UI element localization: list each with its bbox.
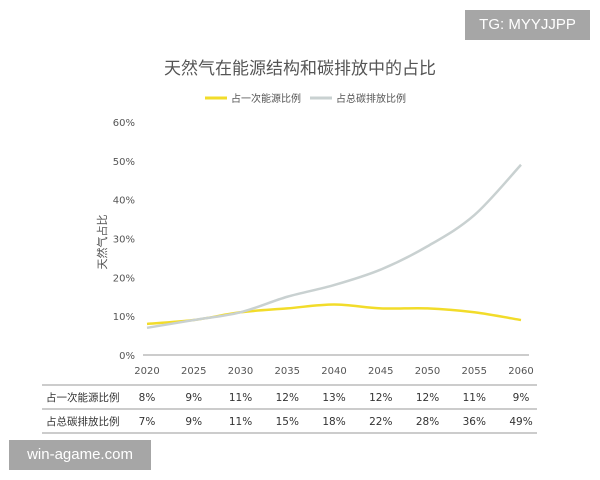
y-tick-label: 40% xyxy=(113,196,135,207)
table-cell: 49% xyxy=(509,416,532,428)
y-tick-label: 10% xyxy=(113,312,135,323)
table-cell: 9% xyxy=(513,392,530,404)
series-line-1 xyxy=(146,163,522,330)
table-cell: 12% xyxy=(416,392,439,404)
x-tick-label: 2035 xyxy=(275,366,300,377)
table-cell: 8% xyxy=(139,392,156,404)
legend-label: 占总碳排放比例 xyxy=(336,92,406,105)
table-cell: 15% xyxy=(276,416,299,428)
table-cell: 28% xyxy=(416,416,439,428)
table-cell: 13% xyxy=(322,392,345,404)
x-tick-label: 2060 xyxy=(508,366,533,377)
legend: 占一次能源比例 占总碳排放比例 xyxy=(205,92,406,105)
y-tick-label: 20% xyxy=(113,273,135,284)
x-tick-label: 2020 xyxy=(134,366,159,377)
table-cell: 12% xyxy=(276,392,299,404)
y-tick-label: 50% xyxy=(113,157,135,168)
watermark-bottom: win-agame.com xyxy=(9,440,151,470)
x-tick-label: 2040 xyxy=(321,366,346,377)
x-tick-label: 2030 xyxy=(228,366,253,377)
x-tick-label: 2055 xyxy=(462,366,487,377)
table-cell: 11% xyxy=(229,392,252,404)
table-cell: 12% xyxy=(369,392,392,404)
x-tick-label: 2050 xyxy=(415,366,440,377)
y-tick-label: 0% xyxy=(119,351,135,362)
legend-label: 占一次能源比例 xyxy=(231,92,301,105)
table-cell: 9% xyxy=(185,416,202,428)
table-cell: 9% xyxy=(185,392,202,404)
table-row-label: 占总碳排放比例 xyxy=(46,415,120,428)
watermark-top: TG: MYYJJPP xyxy=(465,10,590,40)
y-axis-label: 天然气占比 xyxy=(95,215,109,270)
x-tick-label: 2025 xyxy=(181,366,206,377)
table-cell: 36% xyxy=(463,416,486,428)
table-cell: 11% xyxy=(229,416,252,428)
table-row-label: 占一次能源比例 xyxy=(46,391,120,404)
table-cell: 22% xyxy=(369,416,392,428)
table-cell: 7% xyxy=(139,416,156,428)
series-line-0 xyxy=(146,303,522,326)
table-cell: 18% xyxy=(322,416,345,428)
y-tick-label: 60% xyxy=(113,118,135,129)
x-tick-label: 2045 xyxy=(368,366,393,377)
y-tick-label: 30% xyxy=(113,235,135,246)
chart-title: 天然气在能源结构和碳排放中的占比 xyxy=(164,59,436,79)
table-cell: 11% xyxy=(463,392,486,404)
